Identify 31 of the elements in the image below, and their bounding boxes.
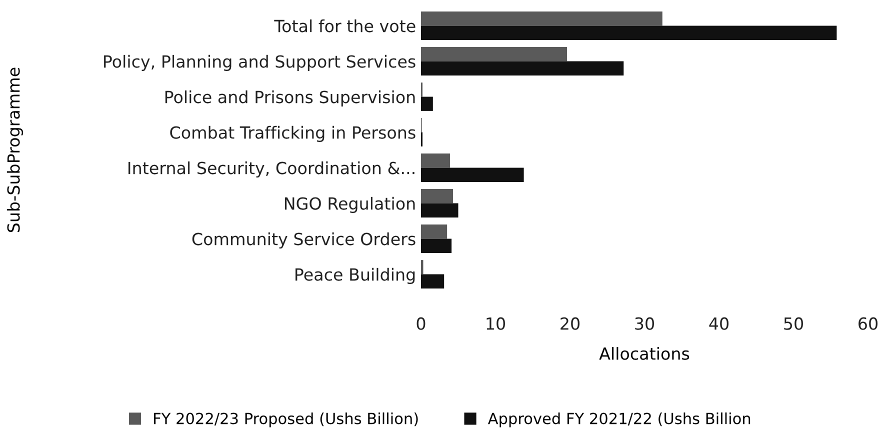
x-tick-label: 20	[560, 317, 580, 330]
y-tick-label: Total for the vote	[274, 19, 416, 32]
y-tick-label: Combat Trafficking in Persons	[170, 126, 416, 142]
bar	[421, 154, 450, 168]
bar	[421, 47, 568, 62]
bar	[421, 189, 454, 204]
bar	[421, 61, 624, 76]
bar	[421, 203, 458, 218]
x-tick-label: 40	[709, 317, 728, 330]
y-tick-label: NGO Regulation	[284, 196, 415, 214]
x-tick-label: 0	[416, 317, 426, 330]
legend-label: Approved FY 2021/22 (Ushs Billion	[488, 412, 750, 428]
x-axis-title: Allocations	[599, 347, 690, 360]
y-tick-label: Policy, Planning and Support Services	[104, 54, 416, 72]
bar	[421, 96, 433, 111]
y-tick-label: Police and Prisons Supervision	[165, 90, 415, 107]
bar	[421, 168, 524, 182]
y-axis-title: Sub-SubProgramme	[6, 68, 24, 232]
bar	[421, 26, 837, 40]
y-tick-label: Internal Security, Coordination &...	[128, 161, 414, 178]
y-tick-label: Peace Building	[296, 268, 415, 284]
legend-label: FY 2022/23 Proposed (Ushs Billion)	[154, 412, 418, 428]
bar	[421, 274, 444, 288]
x-tick-label: 60	[858, 317, 878, 330]
x-tick-label: 50	[784, 317, 803, 330]
x-tick-label: 10	[486, 317, 505, 330]
bar	[421, 12, 662, 26]
x-tick-label: 30	[635, 317, 654, 330]
bar	[421, 238, 452, 253]
y-tick-label: Community Service Orders	[192, 232, 416, 249]
bar	[421, 224, 448, 239]
